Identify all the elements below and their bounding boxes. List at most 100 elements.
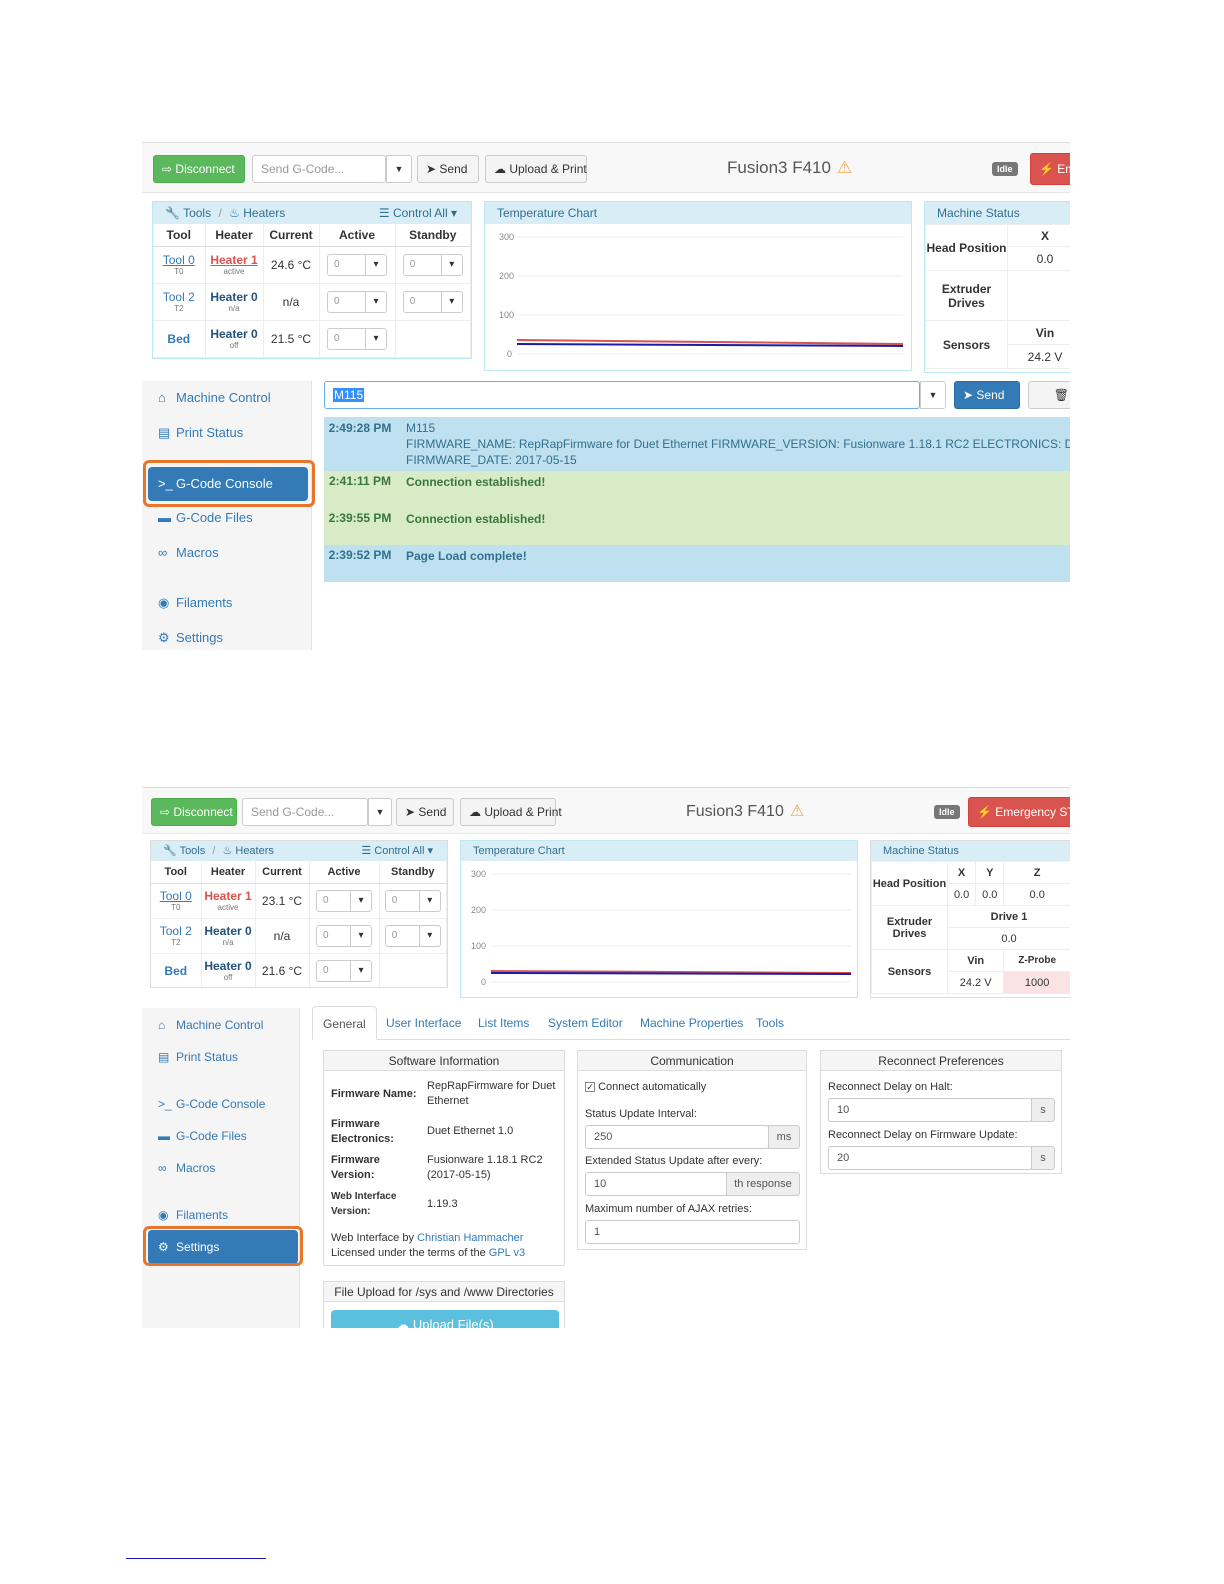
sidebar-item-gcode-files[interactable]: ▬ G-Code Files: [148, 501, 312, 535]
active-temp-select[interactable]: 0: [316, 959, 372, 982]
extruder-drives-label: Extruder Drives: [871, 905, 948, 950]
active-temp-select[interactable]: 0: [327, 290, 387, 313]
send-gcode-button[interactable]: ➤ Send: [396, 798, 454, 826]
standby-temp-select[interactable]: 0: [402, 253, 463, 276]
sidebar-item-filaments[interactable]: ◉ Filaments: [148, 1198, 312, 1232]
sidebar-item-gcode-console[interactable]: >_ G-Code Console: [148, 467, 308, 501]
disconnect-button[interactable]: ⇨ Disconnect: [153, 155, 245, 183]
sidebar-item-macros[interactable]: ∞ Macros: [148, 1151, 312, 1185]
auto-connect-checkbox[interactable]: ✓: [585, 1082, 595, 1093]
standby-temp-select[interactable]: 0: [384, 924, 441, 947]
tool-link[interactable]: Tool 2: [159, 923, 192, 938]
current-temp: 24.6 °C: [263, 246, 320, 284]
highlight-ring: [143, 460, 315, 507]
axis-label: Y: [975, 861, 1005, 884]
sidebar-item-machine-control[interactable]: ⌂ Machine Control: [148, 1008, 312, 1042]
upload-files-button[interactable]: ☁ Upload File(s): [331, 1310, 559, 1328]
standby-temp-select[interactable]: 0: [384, 889, 441, 912]
author-link[interactable]: Christian Hammacher: [417, 1232, 524, 1244]
console-input[interactable]: M115: [324, 381, 920, 409]
sidebar-item-settings[interactable]: ⚙ Settings: [148, 1230, 298, 1264]
y-tick: 200: [499, 271, 514, 281]
active-temp-select[interactable]: 0: [316, 889, 372, 912]
tab-system-editor[interactable]: System Editor: [548, 1016, 623, 1030]
gcode-dropdown-toggle[interactable]: ▼: [368, 798, 392, 826]
standby-temp-select[interactable]: 0: [402, 290, 463, 313]
gear-icon: ⚙: [158, 1240, 169, 1254]
firmware-name-label: Firmware Name:: [331, 1088, 417, 1100]
status-interval-label: Status Update Interval:: [585, 1108, 697, 1120]
tab-general[interactable]: General: [312, 1006, 377, 1040]
halt-delay-input[interactable]: 10: [828, 1098, 1032, 1122]
tab-tools[interactable]: Tools: [756, 1016, 785, 1030]
sidebar: ⌂ Machine Control ▤ Print Status >_ G-Code …: [142, 1008, 300, 1328]
log-time: 2:39:55 PM: [328, 511, 392, 525]
hdd-icon: ▬: [158, 1129, 170, 1143]
tab-list-items[interactable]: List Items: [478, 1016, 530, 1030]
console-send-button[interactable]: ➤ Send: [954, 381, 1020, 409]
sidebar-item-print-status[interactable]: ▤ Print Status: [148, 416, 312, 450]
upload-print-button[interactable]: ☁ Upload & Print: [460, 798, 562, 826]
tools-crumb[interactable]: Tools: [179, 845, 206, 857]
y-tick: 300: [471, 869, 486, 879]
sidebar-item-gcode-files[interactable]: ▬ G-Code Files: [148, 1119, 312, 1153]
ext-status-input[interactable]: 10: [585, 1172, 727, 1196]
heater-link[interactable]: Heater 0: [204, 923, 252, 938]
active-temp-select[interactable]: 0: [327, 327, 387, 350]
machine-status-header: Machine Status: [871, 841, 1070, 861]
heaters-crumb[interactable]: Heaters: [235, 845, 274, 857]
console-dropdown-toggle[interactable]: ▼: [920, 381, 946, 409]
gcode-input[interactable]: Send G-Code...: [252, 155, 386, 183]
active-temp-select[interactable]: 0: [327, 253, 387, 276]
tool-link[interactable]: Bed: [167, 331, 191, 346]
clear-log-button[interactable]: 🗑: [1028, 381, 1070, 409]
machine-status-table: Head Position X Y Z 0.0 0.0 0.0 Extruder…: [871, 861, 1070, 994]
status-badge: Idle: [934, 805, 960, 819]
sidebar-item-macros[interactable]: ∞ Macros: [148, 536, 312, 570]
emergency-stop-button[interactable]: ⚡ Em: [1030, 153, 1070, 185]
sidebar-item-machine-control[interactable]: ⌂ Machine Control: [148, 381, 312, 415]
temperature-chart: 300 200 100 0: [499, 232, 904, 359]
status-badge: Idle: [992, 162, 1018, 176]
col-tool: Tool: [153, 224, 206, 247]
drive-label: Drive 1: [947, 905, 1070, 928]
axis-value: 0.0: [975, 883, 1005, 906]
ext-status-label: Extended Status Update after every:: [585, 1155, 763, 1167]
ajax-retries-input[interactable]: 1: [585, 1220, 800, 1244]
heaters-crumb[interactable]: Heaters: [243, 206, 286, 220]
col-tool: Tool: [151, 861, 202, 884]
disconnect-button[interactable]: ⇨ Disconnect: [151, 798, 237, 826]
sidebar-item-filaments[interactable]: ◉ Filaments: [148, 586, 312, 620]
active-temp-select[interactable]: 0: [316, 924, 372, 947]
license-link[interactable]: GPL v3: [488, 1247, 526, 1259]
heater-link[interactable]: Heater 1: [210, 252, 258, 267]
heater-link[interactable]: Heater 0: [210, 326, 258, 341]
gcode-dropdown-toggle[interactable]: ▼: [386, 155, 412, 183]
paper-plane-icon: ➤: [426, 162, 437, 176]
warning-icon: ⚠: [836, 158, 853, 177]
heater-link[interactable]: Heater 0: [210, 289, 258, 304]
fw-update-delay-input[interactable]: 20: [828, 1146, 1032, 1170]
sidebar-item-settings[interactable]: ⚙ Settings: [148, 621, 312, 650]
tool-link[interactable]: Tool 0: [162, 252, 195, 267]
sidebar-item-print-status[interactable]: ▤ Print Status: [148, 1040, 312, 1074]
tab-user-interface[interactable]: User Interface: [386, 1016, 462, 1030]
emergency-stop-button[interactable]: ⚡ Emergency STO: [968, 797, 1070, 827]
tools-crumb[interactable]: Tools: [183, 206, 212, 220]
tool-link[interactable]: Tool 2: [162, 289, 195, 304]
sidebar-item-gcode-console[interactable]: >_ G-Code Console: [148, 1087, 312, 1121]
tool-link[interactable]: Bed: [164, 963, 188, 978]
tool-link[interactable]: Tool 0: [159, 888, 192, 903]
heater-link[interactable]: Heater 1: [204, 888, 252, 903]
heaters-panel: 🔧 Tools / ♨ Heaters ☰ Control All ▾ Tool…: [150, 840, 448, 988]
gcode-input[interactable]: Send G-Code...: [242, 798, 368, 826]
upload-print-button[interactable]: ☁ Upload & Print: [485, 155, 587, 183]
control-all-dropdown[interactable]: ☰ Control All ▾: [378, 206, 457, 220]
control-all-dropdown[interactable]: ☰ Control All ▾: [361, 845, 433, 857]
sensors-label: Sensors: [871, 949, 948, 994]
send-gcode-button[interactable]: ➤ Send: [417, 155, 479, 183]
tab-machine-properties[interactable]: Machine Properties: [640, 1016, 744, 1030]
heater-link[interactable]: Heater 0: [204, 958, 252, 973]
status-interval-input[interactable]: 250: [585, 1125, 769, 1149]
